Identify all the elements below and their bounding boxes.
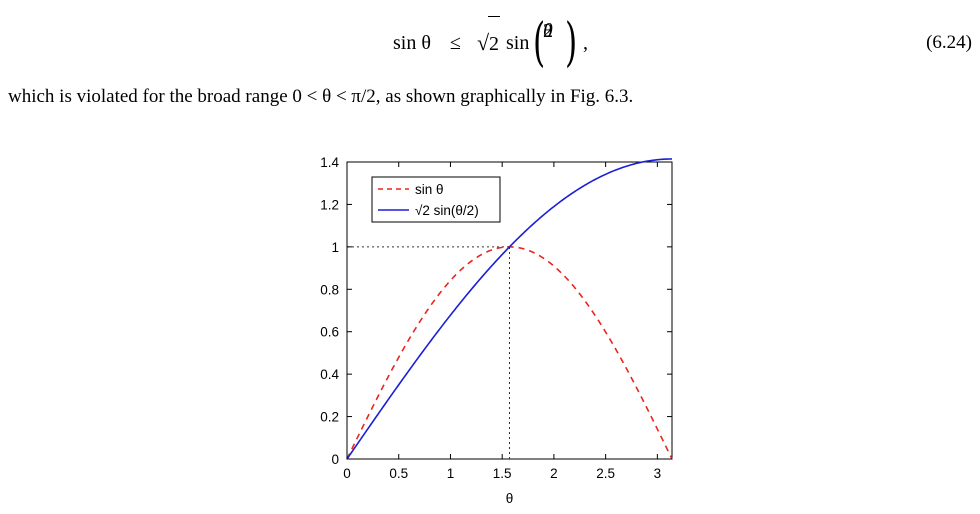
display-equation: sin θ ≤ √ 2 sin ( θ 2 ) , (6.24) [0,8,980,78]
x-tick-label: 1 [447,466,455,481]
y-tick-label: 1.4 [320,155,339,170]
y-axis-ticks: 0 0.2 0.4 0.6 0.8 1 1.2 1.4 [320,155,672,467]
equation-function: sin [506,32,530,54]
reference-lines [347,246,511,459]
legend-label-sqrt2: √2 sin(θ/2) [415,203,479,218]
left-paren: ( [533,13,546,73]
x-axis-label: θ [506,491,514,506]
sqrt-radicand: 2 [488,16,500,55]
body-text: which is violated for the broad range 0 … [8,86,634,107]
x-tick-label: 2.5 [596,466,615,481]
equation-relation: ≤ [450,32,461,54]
equation-lhs: sin θ [393,32,431,54]
x-axis-ticks: 0 0.5 1 1.5 2 2.5 3 [343,162,661,481]
x-tick-label: 2 [550,466,558,481]
equation-trailing: , [583,32,588,54]
x-tick-label: 3 [654,466,662,481]
y-tick-label: 0 [331,452,339,467]
x-tick-label: 1.5 [493,466,512,481]
y-tick-label: 1 [331,240,339,255]
y-tick-label: 0.8 [320,282,339,297]
legend-box [371,176,501,223]
y-tick-label: 0.2 [320,410,339,425]
fraction-numerator: θ [543,20,553,42]
sqrt-icon: √ [477,30,490,55]
y-tick-label: 0.4 [320,367,339,382]
fraction-denominator: 2 [543,20,553,42]
y-tick-label: 1.2 [320,197,339,212]
figure-chart: 0 0.5 1 1.5 2 2.5 3 0 0.2 0.4 0.6 0.8 1 1.2 1.4 θ sin… [320,155,673,506]
y-tick-label: 0.6 [320,325,339,340]
series-line-sqrt2-sin-half [346,158,673,460]
equation-number: (6.24) [926,32,972,53]
right-paren: ) [565,13,578,73]
x-tick-label: 0 [343,466,351,481]
legend: sin θ √2 sin(θ/2) [371,176,501,223]
series-layer [346,158,673,460]
x-tick-label: 0.5 [389,466,408,481]
legend-label-sin: sin θ [415,182,444,197]
